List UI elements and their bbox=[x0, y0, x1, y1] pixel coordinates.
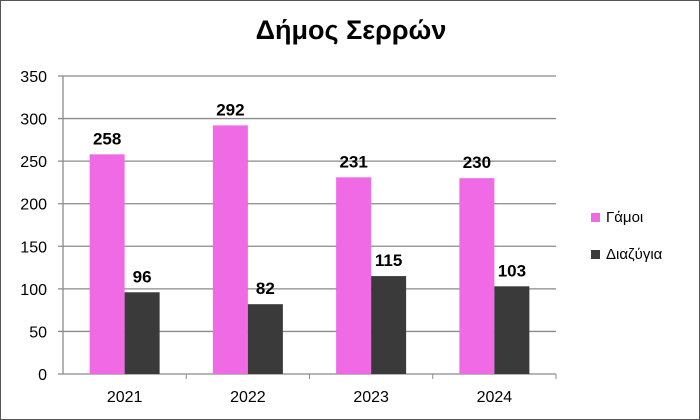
x-tick-label: 2022 bbox=[230, 389, 266, 406]
bar-diazygia bbox=[124, 292, 160, 374]
legend-label-gamoi: Γάμοι bbox=[606, 209, 644, 226]
legend-swatch-gamoi bbox=[591, 213, 600, 222]
y-tick-label: 200 bbox=[20, 197, 47, 214]
data-label: 103 bbox=[498, 261, 526, 280]
legend-label-diazygia: Διαζύγια bbox=[606, 246, 663, 263]
y-tick-label: 300 bbox=[20, 112, 47, 129]
legend-item-diazygia: Διαζύγια bbox=[591, 246, 662, 263]
data-label: 96 bbox=[133, 267, 152, 286]
y-tick-label: 250 bbox=[20, 154, 47, 171]
data-label: 82 bbox=[256, 279, 275, 298]
x-tick-label: 2021 bbox=[107, 389, 143, 406]
bar-gamoi bbox=[212, 125, 248, 374]
chart-title: Δήμος Σερρών bbox=[255, 15, 447, 45]
bar-gamoi bbox=[89, 154, 125, 374]
y-tick-label: 150 bbox=[20, 239, 47, 256]
data-label: 115 bbox=[375, 251, 402, 270]
x-tick-label: 2024 bbox=[477, 389, 513, 406]
y-tick-label: 50 bbox=[29, 324, 47, 341]
data-label: 231 bbox=[339, 152, 367, 171]
x-tick-label: 2023 bbox=[353, 389, 389, 406]
bar-gamoi bbox=[459, 178, 495, 374]
bar-diazygia bbox=[371, 276, 407, 374]
data-label: 292 bbox=[216, 100, 244, 119]
y-tick-label: 0 bbox=[38, 367, 47, 384]
bar-diazygia bbox=[247, 304, 283, 374]
legend-item-gamoi: Γάμοι bbox=[591, 209, 643, 226]
bar-diazygia bbox=[494, 286, 530, 374]
legend-swatch-diazygia bbox=[591, 250, 600, 259]
y-tick-label: 100 bbox=[20, 282, 47, 299]
y-tick-label: 350 bbox=[20, 69, 47, 86]
data-label: 230 bbox=[463, 153, 491, 172]
data-label: 258 bbox=[93, 129, 121, 148]
bar-gamoi bbox=[336, 177, 372, 374]
